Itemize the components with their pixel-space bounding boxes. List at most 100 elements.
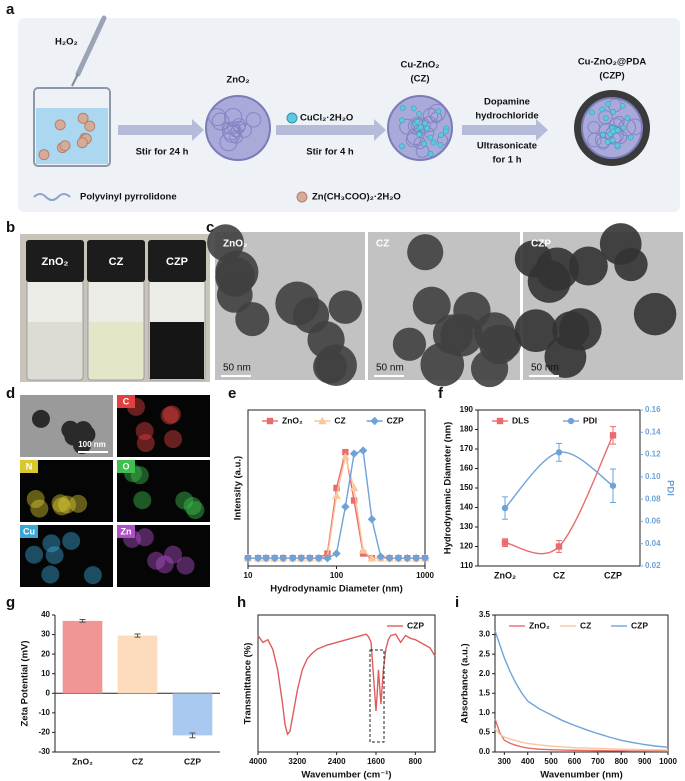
label: O xyxy=(122,461,129,471)
texture xyxy=(626,118,644,136)
cu-dot xyxy=(609,137,616,144)
cu-dot xyxy=(600,131,606,138)
legend-label: DLS xyxy=(512,415,529,425)
marker xyxy=(342,448,349,456)
marker xyxy=(609,432,617,439)
series-line xyxy=(248,456,425,559)
marker xyxy=(253,554,263,563)
label: 50 nm xyxy=(376,363,404,374)
map-cluster xyxy=(175,491,194,510)
marker xyxy=(305,554,315,563)
y-tick-label: 140 xyxy=(460,503,474,512)
label: Stir for 4 h xyxy=(306,147,354,158)
label: ZnO₂ xyxy=(42,256,69,268)
x-tick-label: 3200 xyxy=(288,757,306,766)
label: Zn xyxy=(121,526,132,536)
series-line xyxy=(257,633,436,736)
map-cluster xyxy=(83,566,102,585)
map-cluster xyxy=(58,495,77,514)
y-tick-label: 0 xyxy=(46,688,51,697)
y-tick-label: 2.5 xyxy=(479,649,491,658)
y-tick-label: 190 xyxy=(460,405,474,414)
zn-symbol xyxy=(296,191,308,203)
map-cluster xyxy=(183,497,202,516)
y2-tick-label: 0.08 xyxy=(645,494,661,503)
cu-dot xyxy=(624,115,631,121)
label: Cu xyxy=(23,526,35,536)
y-tick-label: 0.0 xyxy=(479,747,491,756)
x-tick-label: CZP xyxy=(184,756,201,766)
map-cluster xyxy=(186,501,205,520)
arrow xyxy=(462,119,548,141)
label: 100 nm xyxy=(78,440,106,449)
x-tick-label: 1600 xyxy=(367,757,385,766)
map-cluster xyxy=(45,546,64,565)
nanoparticle xyxy=(215,250,259,294)
texture xyxy=(428,103,446,122)
y-tick-label: 110 xyxy=(460,561,473,570)
cu-dot xyxy=(399,117,405,124)
nanoparticle xyxy=(453,291,491,330)
y-axis-title: Hydrodynamic Diameter (nm) xyxy=(443,422,454,555)
cu-dot xyxy=(416,131,423,138)
panel-label: h xyxy=(237,594,246,611)
y-tick-label: -10 xyxy=(38,708,50,717)
label: hydrochloride xyxy=(475,111,538,122)
series-line xyxy=(494,630,669,748)
texture xyxy=(221,121,233,133)
y-tick-label: 40 xyxy=(41,610,50,619)
cu-dot xyxy=(414,118,421,125)
label: Dopamine xyxy=(484,97,530,108)
map-cluster xyxy=(147,551,166,570)
cu-dot xyxy=(399,143,405,150)
map-cluster xyxy=(42,534,61,553)
map-cluster xyxy=(51,494,70,513)
x-tick-label: 100 xyxy=(330,571,344,580)
legend-marker xyxy=(567,417,575,425)
panel-label: e xyxy=(228,385,236,402)
y2-tick-label: 0.06 xyxy=(645,517,661,526)
series-line xyxy=(248,451,425,559)
x-tick-label: 500 xyxy=(544,757,558,766)
marker xyxy=(341,502,350,511)
legend-label: PDI xyxy=(583,415,597,425)
label: CZP xyxy=(166,256,188,268)
marker xyxy=(367,515,377,524)
element-tag xyxy=(117,460,135,473)
legend-label: CZP xyxy=(407,620,424,630)
bar xyxy=(172,693,213,736)
nanoparticle xyxy=(559,308,602,351)
y-tick-label: 120 xyxy=(460,542,474,551)
y-axis-title: Transmittance (%) xyxy=(243,643,254,725)
vial-cap xyxy=(87,240,145,282)
pipette xyxy=(75,15,107,77)
vial-liquid xyxy=(89,322,143,379)
texture xyxy=(219,133,238,152)
x-axis-title: Wavenumber (nm) xyxy=(540,770,623,781)
element-tag xyxy=(20,460,38,473)
cu-dot xyxy=(430,139,437,146)
cu-dot xyxy=(442,128,449,135)
cu-dot xyxy=(627,134,634,141)
x-tick-label: 800 xyxy=(615,757,629,766)
legend-label: ZnO₂ xyxy=(282,415,303,425)
stem-particle xyxy=(31,409,50,428)
precursor-dot xyxy=(77,112,89,124)
series-line xyxy=(494,718,668,752)
texture xyxy=(229,130,243,144)
legend-label: ZnO₂ xyxy=(529,620,550,630)
error-bar xyxy=(134,633,141,638)
cu-dot xyxy=(416,111,423,117)
marker xyxy=(367,554,377,562)
panel-label: i xyxy=(455,594,459,611)
label: CZ xyxy=(376,239,389,250)
y2-tick-label: 0.04 xyxy=(645,539,661,548)
cu-dot xyxy=(614,142,621,149)
x-tick-label: 800 xyxy=(409,757,423,766)
marker xyxy=(501,539,509,546)
nanoparticle xyxy=(407,234,444,271)
legend-marker xyxy=(370,416,379,426)
cu-dot xyxy=(427,150,434,157)
y-axis-title: Absorbance (a.u.) xyxy=(460,643,471,723)
